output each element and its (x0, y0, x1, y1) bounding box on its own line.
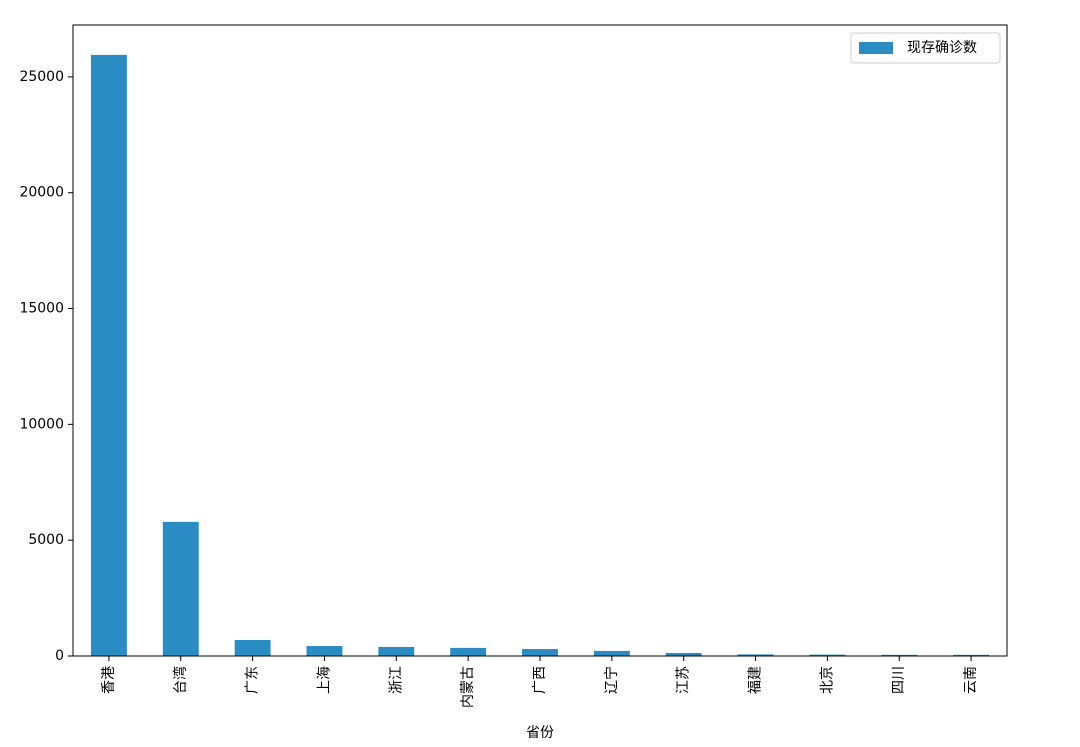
bar (90, 54, 127, 657)
legend-swatch (859, 42, 893, 54)
bar (234, 640, 271, 656)
bar (162, 521, 199, 656)
x-tick-label: 福建 (748, 666, 764, 694)
y-tick-label: 25000 (19, 69, 64, 85)
y-tick-label: 10000 (19, 416, 64, 432)
x-tick-label: 台湾 (172, 666, 189, 694)
bar (881, 654, 918, 656)
bar (593, 650, 630, 656)
x-axis-label: 省份 (526, 725, 554, 741)
legend-box (850, 32, 1001, 64)
x-tick-label: 浙江 (388, 666, 404, 694)
x-tick-label: 江苏 (676, 666, 692, 694)
bar (665, 652, 702, 656)
bar (306, 646, 343, 656)
y-tick-label: 20000 (19, 185, 64, 201)
x-tick-label: 四川 (891, 666, 907, 694)
legend-label: 现存确诊数 (907, 40, 977, 56)
y-tick-label: 15000 (19, 301, 64, 317)
x-tick-label: 北京 (819, 666, 835, 694)
x-tick-label: 广东 (245, 666, 261, 694)
bar (378, 646, 415, 656)
x-tick-label: 内蒙古 (460, 666, 476, 708)
x-tick-label: 香港 (101, 666, 117, 694)
y-tick-label: 0 (55, 648, 64, 664)
bar (522, 649, 558, 656)
x-tick-label: 辽宁 (603, 666, 620, 694)
x-tick-label: 广西 (532, 666, 548, 694)
bar (953, 654, 990, 656)
bar (809, 654, 846, 656)
x-tick-label: 上海 (316, 666, 332, 694)
x-tick-label: 云南 (963, 666, 979, 694)
bar (450, 647, 487, 656)
y-tick-label: 5000 (28, 532, 64, 548)
plot-frame (72, 24, 1008, 657)
bar (737, 654, 774, 656)
